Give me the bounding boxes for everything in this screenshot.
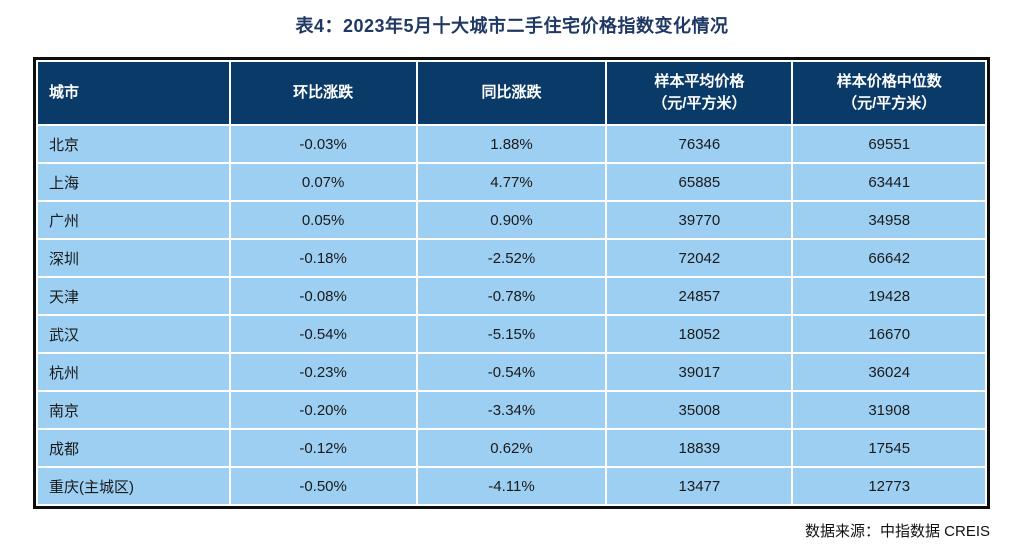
cell-city: 深圳: [38, 240, 229, 276]
cell-avg-price: 76346: [607, 126, 792, 162]
cell-median-price: 17545: [793, 430, 985, 466]
cell-mom-change: -0.18%: [230, 240, 416, 276]
cell-yoy-change: -4.11%: [417, 468, 606, 504]
header-label: 同比涨跌: [481, 83, 542, 101]
cell-mom-change: 0.07%: [230, 164, 416, 200]
cell-city: 南京: [38, 392, 229, 428]
cell-mom-change: -0.03%: [230, 126, 416, 162]
table-row: 武汉 -0.54% -5.15% 18052 16670: [38, 316, 985, 352]
cell-city: 武汉: [38, 316, 229, 352]
cell-median-price: 34958: [793, 202, 985, 238]
header-sublabel: （元/平方米）: [842, 95, 937, 112]
data-source-note: 数据来源：中指数据 CREIS: [804, 523, 990, 540]
cell-median-price: 31908: [793, 392, 985, 428]
cell-avg-price: 35008: [607, 392, 792, 428]
header-label: 环比涨跌: [293, 83, 354, 101]
header-label: 样本平均价格: [654, 72, 745, 90]
table-row: 北京 -0.03% 1.88% 76346 69551: [38, 126, 985, 162]
table-row: 广州 0.05% 0.90% 39770 34958: [38, 202, 985, 238]
cell-median-price: 66642: [793, 240, 985, 276]
cell-median-price: 19428: [793, 278, 985, 314]
table-row: 成都 -0.12% 0.62% 18839 17545: [38, 430, 985, 466]
column-header-avg-price: 样本平均价格 （元/平方米）: [607, 62, 792, 124]
cell-avg-price: 13477: [607, 468, 792, 504]
cell-city: 北京: [38, 126, 229, 162]
cell-yoy-change: 4.77%: [417, 164, 606, 200]
cell-yoy-change: 1.88%: [417, 126, 606, 162]
cell-yoy-change: -5.15%: [417, 316, 606, 352]
cell-avg-price: 72042: [607, 240, 792, 276]
cell-median-price: 16670: [793, 316, 985, 352]
cell-city: 杭州: [38, 354, 229, 390]
header-sublabel: （元/平方米）: [652, 95, 747, 112]
cell-mom-change: -0.54%: [230, 316, 416, 352]
column-header-city: 城市: [38, 62, 229, 124]
cell-city: 天津: [38, 278, 229, 314]
cell-yoy-change: -2.52%: [417, 240, 606, 276]
table-row: 南京 -0.20% -3.34% 35008 31908: [38, 392, 985, 428]
cell-avg-price: 18839: [607, 430, 792, 466]
cell-mom-change: -0.20%: [230, 392, 416, 428]
column-header-median-price: 样本价格中位数 （元/平方米）: [793, 62, 985, 124]
header-label: 样本价格中位数: [836, 72, 942, 90]
cell-city: 成都: [38, 430, 229, 466]
header-row: 城市 环比涨跌 同比涨跌 样本平均价格 （元/平方米） 样本价格中位数 （元/平…: [38, 62, 985, 124]
column-header-yoy-change: 同比涨跌: [417, 62, 606, 124]
cell-mom-change: -0.08%: [230, 278, 416, 314]
cell-avg-price: 39017: [607, 354, 792, 390]
table-row: 上海 0.07% 4.77% 65885 63441: [38, 164, 985, 200]
cell-yoy-change: -0.78%: [417, 278, 606, 314]
table-row: 深圳 -0.18% -2.52% 72042 66642: [38, 240, 985, 276]
cell-city: 广州: [38, 202, 229, 238]
cell-median-price: 63441: [793, 164, 985, 200]
cell-mom-change: 0.05%: [230, 202, 416, 238]
table-row: 天津 -0.08% -0.78% 24857 19428: [38, 278, 985, 314]
cell-city: 重庆(主城区): [38, 468, 229, 504]
cell-yoy-change: 0.90%: [417, 202, 606, 238]
cell-yoy-change: -3.34%: [417, 392, 606, 428]
cell-median-price: 36024: [793, 354, 985, 390]
cell-mom-change: -0.23%: [230, 354, 416, 390]
price-index-table: 城市 环比涨跌 同比涨跌 样本平均价格 （元/平方米） 样本价格中位数 （元/平…: [33, 57, 990, 509]
cell-mom-change: -0.50%: [230, 468, 416, 504]
cell-avg-price: 24857: [607, 278, 792, 314]
cell-yoy-change: 0.62%: [417, 430, 606, 466]
cell-avg-price: 39770: [607, 202, 792, 238]
table-row: 杭州 -0.23% -0.54% 39017 36024: [38, 354, 985, 390]
cell-avg-price: 18052: [607, 316, 792, 352]
column-header-mom-change: 环比涨跌: [230, 62, 416, 124]
cell-median-price: 12773: [793, 468, 985, 504]
cell-yoy-change: -0.54%: [417, 354, 606, 390]
cell-city: 上海: [38, 164, 229, 200]
cell-avg-price: 65885: [607, 164, 792, 200]
cell-mom-change: -0.12%: [230, 430, 416, 466]
table-row: 重庆(主城区) -0.50% -4.11% 13477 12773: [38, 468, 985, 504]
cell-median-price: 69551: [793, 126, 985, 162]
page-title: 表4：2023年5月十大城市二手住宅价格指数变化情况: [295, 16, 729, 36]
header-label: 城市: [49, 83, 80, 101]
